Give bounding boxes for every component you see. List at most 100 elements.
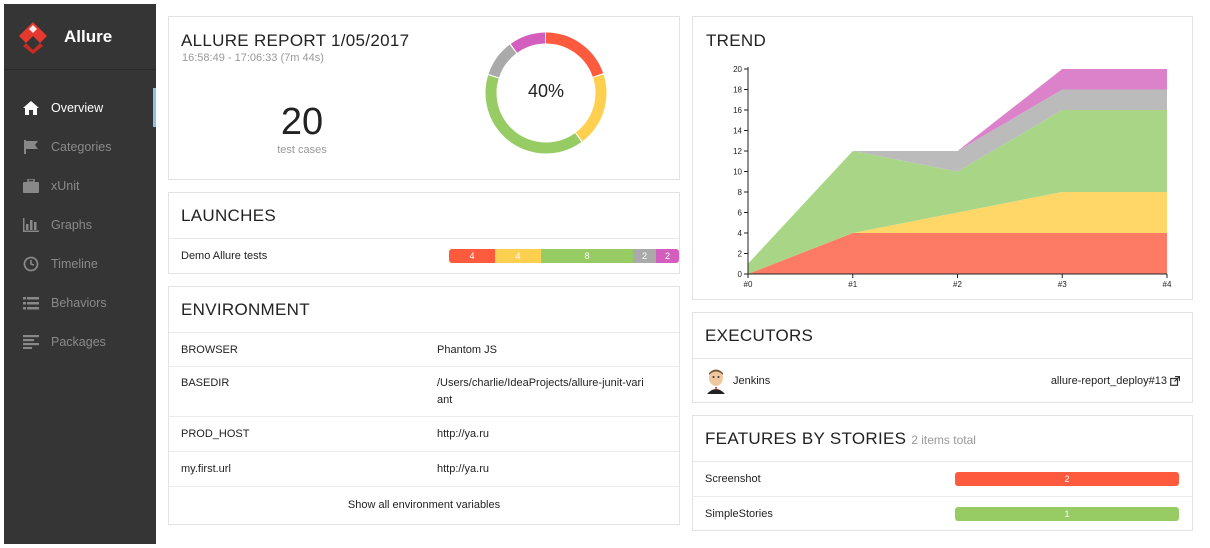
trend-y-tick-label: 0 (738, 270, 743, 279)
env-value: /Users/charlie/IdeaProjects/allure-junit… (437, 377, 644, 406)
executors-title: EXECUTORS (705, 325, 814, 345)
feature-bar: 1 (955, 506, 1179, 521)
env-value: http://ya.ru (437, 428, 489, 440)
feature-bar-value: 1 (1064, 508, 1070, 519)
feature-row[interactable]: SimpleStories 1 (693, 497, 1192, 530)
report-title: ALLURE REPORT 1/05/2017 (181, 31, 410, 50)
jenkins-avatar-icon (705, 368, 727, 394)
features-header: FEATURES BY STORIES 2 items total (693, 416, 1192, 462)
donut-segment-failed[interactable] (485, 32, 607, 154)
align-left-icon (22, 334, 40, 350)
sidebar-item-label: Packages (51, 334, 106, 349)
environment-title: ENVIRONMENT (181, 299, 310, 319)
env-key: PROD_HOST (181, 428, 250, 440)
external-link-icon[interactable] (1170, 375, 1180, 386)
donut-segment-passed[interactable] (485, 32, 607, 154)
env-key: BASEDIR (181, 377, 230, 389)
features-subtitle: 2 items total (911, 433, 976, 447)
sidebar-nav: Overview Categories xUnit Graphs Timelin… (4, 88, 156, 361)
sidebar-item-categories[interactable]: Categories (4, 127, 156, 166)
launch-bar-segment: 4 (495, 249, 541, 263)
trend-series-3 (748, 89, 1167, 264)
sidebar-item-label: Categories (51, 139, 112, 154)
env-key: BROWSER (181, 343, 238, 356)
feature-row[interactable]: Screenshot 2 (693, 462, 1192, 497)
executor-row[interactable]: Jenkins allure-report_deploy#13 (693, 359, 1192, 402)
clock-icon (22, 256, 40, 272)
environment-header: ENVIRONMENT (169, 287, 679, 333)
test-case-label: test cases (277, 144, 327, 156)
donut-percent: 40% (527, 81, 565, 101)
status-donut-chart (485, 32, 607, 154)
sidebar-item-label: Timeline (51, 256, 98, 271)
sidebar-item-label: Overview (51, 100, 104, 115)
sidebar: Allure Overview Categories xUnit Graphs … (4, 4, 156, 544)
trend-x-tick-label: #0 (744, 280, 753, 289)
test-case-count: 20 (280, 101, 324, 143)
list-icon (22, 295, 40, 311)
env-value: Phantom JS (437, 343, 497, 356)
flag-icon (22, 139, 40, 155)
sidebar-item-behaviors[interactable]: Behaviors (4, 283, 156, 322)
trend-y-tick-label: 4 (738, 229, 743, 238)
sidebar-item-packages[interactable]: Packages (4, 322, 156, 361)
env-row: BASEDIR /Users/charlie/IdeaProjects/allu… (169, 367, 679, 417)
env-value: http://ya.ru (437, 463, 489, 475)
home-icon (22, 100, 40, 116)
trend-x-tick-label: #2 (953, 280, 962, 289)
sidebar-item-label: Graphs (51, 217, 92, 232)
feature-bar: 2 (955, 472, 1179, 486)
sidebar-item-label: xUnit (51, 178, 80, 193)
executors-header: EXECUTORS (693, 313, 1192, 359)
trend-series-0 (748, 233, 1167, 274)
features-card: FEATURES BY STORIES 2 items total Screen… (692, 415, 1193, 531)
trend-y-tick-label: 2 (738, 250, 743, 259)
executors-card: EXECUTORS Jenkins allure-report_deploy#1… (692, 312, 1193, 403)
env-row: BROWSER Phantom JS (169, 333, 679, 367)
trend-y-tick-label: 6 (738, 209, 743, 218)
feature-name: SimpleStories (705, 507, 773, 520)
feature-name: Screenshot (705, 473, 761, 485)
sidebar-item-graphs[interactable]: Graphs (4, 205, 156, 244)
launches-title: LAUNCHES (181, 205, 276, 225)
launch-bar-segment: 2 (633, 249, 656, 263)
trend-x-tick-label: #4 (1163, 280, 1172, 289)
bar-chart-icon (22, 217, 40, 233)
brand[interactable]: Allure (4, 4, 156, 70)
launch-bar-segment: 4 (449, 249, 495, 263)
trend-series-4 (748, 69, 1167, 264)
features-title: FEATURES BY STORIES (705, 428, 907, 448)
trend-y-tick-label: 16 (733, 106, 742, 115)
donut-segment-broken[interactable] (485, 32, 607, 154)
trend-y-tick-label: 12 (733, 147, 742, 156)
sidebar-item-xunit[interactable]: xUnit (4, 166, 156, 205)
env-key: my.first.url (181, 463, 231, 475)
show-all-env-link[interactable]: Show all environment variables (347, 499, 501, 511)
env-row: my.first.url http://ya.ru (169, 452, 679, 487)
trend-y-tick-label: 14 (733, 127, 742, 136)
trend-x-tick-label: #3 (1058, 280, 1067, 289)
trend-card: TREND 0 2 4 6 8 10 12 14 16 18 20 #0 #1 #2 #3 #4 (692, 16, 1193, 300)
env-row: PROD_HOST http://ya.ru (169, 417, 679, 452)
sidebar-item-timeline[interactable]: Timeline (4, 244, 156, 283)
launches-header: LAUNCHES (169, 193, 679, 239)
sidebar-item-label: Behaviors (51, 295, 107, 310)
allure-logo-icon (16, 20, 50, 54)
executor-link[interactable]: allure-report_deploy#13 (1050, 374, 1167, 387)
summary-card: ALLURE REPORT 1/05/2017 16:58:49 - 17:06… (168, 16, 680, 180)
trend-y-tick-label: 8 (738, 188, 743, 197)
trend-y-tick-label: 18 (733, 86, 742, 95)
sidebar-item-overview[interactable]: Overview (4, 88, 156, 127)
trend-series-1 (748, 192, 1167, 274)
briefcase-icon (22, 178, 40, 194)
launch-bar-segment: 8 (541, 249, 633, 263)
executor-name: Jenkins (733, 374, 771, 387)
trend-x-tick-label: #1 (848, 280, 857, 289)
launch-bar-segment: 2 (656, 249, 679, 263)
feature-bar-value: 2 (1064, 474, 1070, 484)
trend-area-chart: 0 2 4 6 8 10 12 14 16 18 20 #0 #1 #2 #3 #4 (733, 65, 1172, 289)
